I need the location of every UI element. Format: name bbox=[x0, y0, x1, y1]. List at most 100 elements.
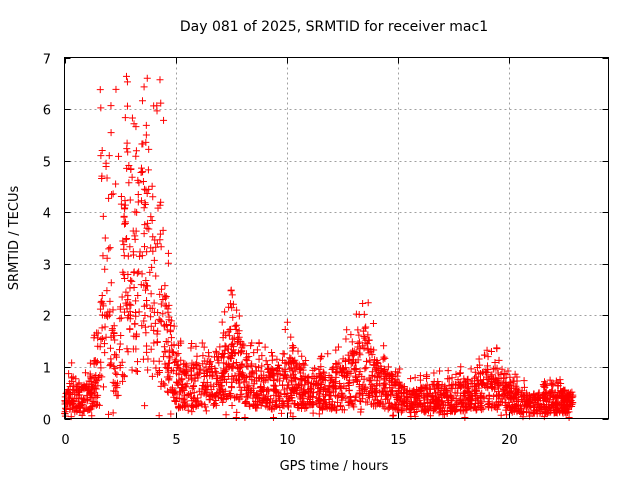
data-point bbox=[476, 361, 484, 369]
data-point bbox=[217, 382, 225, 390]
data-point bbox=[134, 198, 142, 206]
data-point bbox=[285, 360, 293, 368]
data-point bbox=[117, 200, 125, 208]
data-point bbox=[151, 236, 159, 244]
data-point bbox=[287, 364, 295, 372]
data-point bbox=[142, 131, 150, 139]
data-point bbox=[362, 323, 370, 331]
data-point bbox=[231, 350, 239, 358]
data-point bbox=[436, 367, 444, 375]
data-point bbox=[337, 401, 345, 409]
data-point bbox=[227, 300, 235, 308]
data-point bbox=[177, 356, 185, 364]
data-point bbox=[484, 353, 492, 361]
data-point bbox=[244, 363, 252, 371]
data-point bbox=[473, 377, 481, 385]
data-point bbox=[539, 397, 547, 405]
data-point bbox=[305, 373, 313, 381]
data-point bbox=[235, 333, 243, 341]
data-point bbox=[226, 391, 234, 399]
data-point bbox=[214, 393, 222, 401]
data-point bbox=[126, 300, 134, 308]
data-point bbox=[283, 318, 291, 326]
data-point bbox=[327, 405, 335, 413]
data-point bbox=[371, 356, 379, 364]
data-point bbox=[275, 392, 283, 400]
data-point bbox=[133, 208, 141, 216]
data-point bbox=[78, 385, 86, 393]
data-point bbox=[110, 322, 118, 330]
data-point bbox=[449, 406, 457, 414]
data-point bbox=[111, 369, 119, 377]
data-point bbox=[69, 373, 77, 381]
data-point bbox=[92, 385, 100, 393]
data-point bbox=[196, 365, 204, 373]
data-point bbox=[359, 299, 367, 307]
data-point bbox=[161, 282, 169, 290]
data-point bbox=[139, 178, 147, 186]
data-point bbox=[372, 365, 380, 373]
data-point bbox=[458, 399, 466, 407]
data-point bbox=[130, 251, 138, 259]
chart-title: Day 081 of 2025, SRMTID for receiver mac… bbox=[180, 19, 488, 35]
data-point bbox=[332, 360, 340, 368]
data-point bbox=[139, 168, 147, 176]
data-point bbox=[384, 363, 392, 371]
data-point bbox=[471, 404, 479, 412]
data-point bbox=[161, 381, 169, 389]
data-point bbox=[383, 395, 391, 403]
data-point bbox=[170, 322, 178, 330]
data-point bbox=[96, 305, 104, 313]
data-point bbox=[530, 391, 538, 399]
plot-frame bbox=[64, 57, 609, 419]
data-point bbox=[166, 321, 174, 329]
data-point bbox=[343, 326, 351, 334]
data-point bbox=[121, 274, 129, 282]
data-point bbox=[117, 332, 125, 340]
data-point bbox=[113, 392, 121, 400]
data-point bbox=[218, 318, 226, 326]
data-point bbox=[394, 369, 402, 377]
data-point bbox=[116, 340, 124, 348]
data-point bbox=[180, 368, 188, 376]
data-point bbox=[444, 367, 452, 375]
data-point bbox=[123, 164, 131, 172]
data-point bbox=[239, 340, 247, 348]
data-point bbox=[116, 303, 124, 311]
data-point bbox=[142, 138, 150, 146]
data-point bbox=[164, 364, 172, 372]
data-point bbox=[111, 336, 119, 344]
data-point bbox=[123, 139, 131, 147]
data-point bbox=[273, 375, 281, 383]
data-point bbox=[183, 380, 191, 388]
data-point bbox=[193, 352, 201, 360]
data-point bbox=[150, 357, 158, 365]
data-point bbox=[159, 310, 167, 318]
axis-ticks: 0 5 10 15 20 0 1 2 3 4 5 6 7 bbox=[43, 53, 609, 448]
data-point bbox=[374, 399, 382, 407]
y-tick-label: 6 bbox=[43, 104, 51, 119]
data-point bbox=[178, 402, 186, 410]
data-point bbox=[497, 411, 505, 419]
data-point bbox=[127, 276, 135, 284]
data-point bbox=[515, 388, 523, 396]
data-point bbox=[269, 413, 277, 421]
data-point bbox=[511, 370, 519, 378]
data-point bbox=[129, 345, 137, 353]
data-point bbox=[309, 366, 317, 374]
data-point bbox=[368, 368, 376, 376]
data-point bbox=[248, 367, 256, 375]
data-point bbox=[329, 404, 337, 412]
data-point bbox=[286, 365, 294, 373]
data-point bbox=[250, 400, 258, 408]
y-tick-label: 5 bbox=[43, 156, 51, 171]
data-point bbox=[560, 389, 568, 397]
data-point bbox=[125, 179, 133, 187]
data-point bbox=[157, 382, 165, 390]
data-point bbox=[372, 392, 380, 400]
y-tick-label: 4 bbox=[43, 207, 51, 222]
data-point bbox=[121, 220, 129, 228]
data-point bbox=[268, 352, 276, 360]
data-point bbox=[559, 403, 567, 411]
data-point bbox=[169, 367, 177, 375]
